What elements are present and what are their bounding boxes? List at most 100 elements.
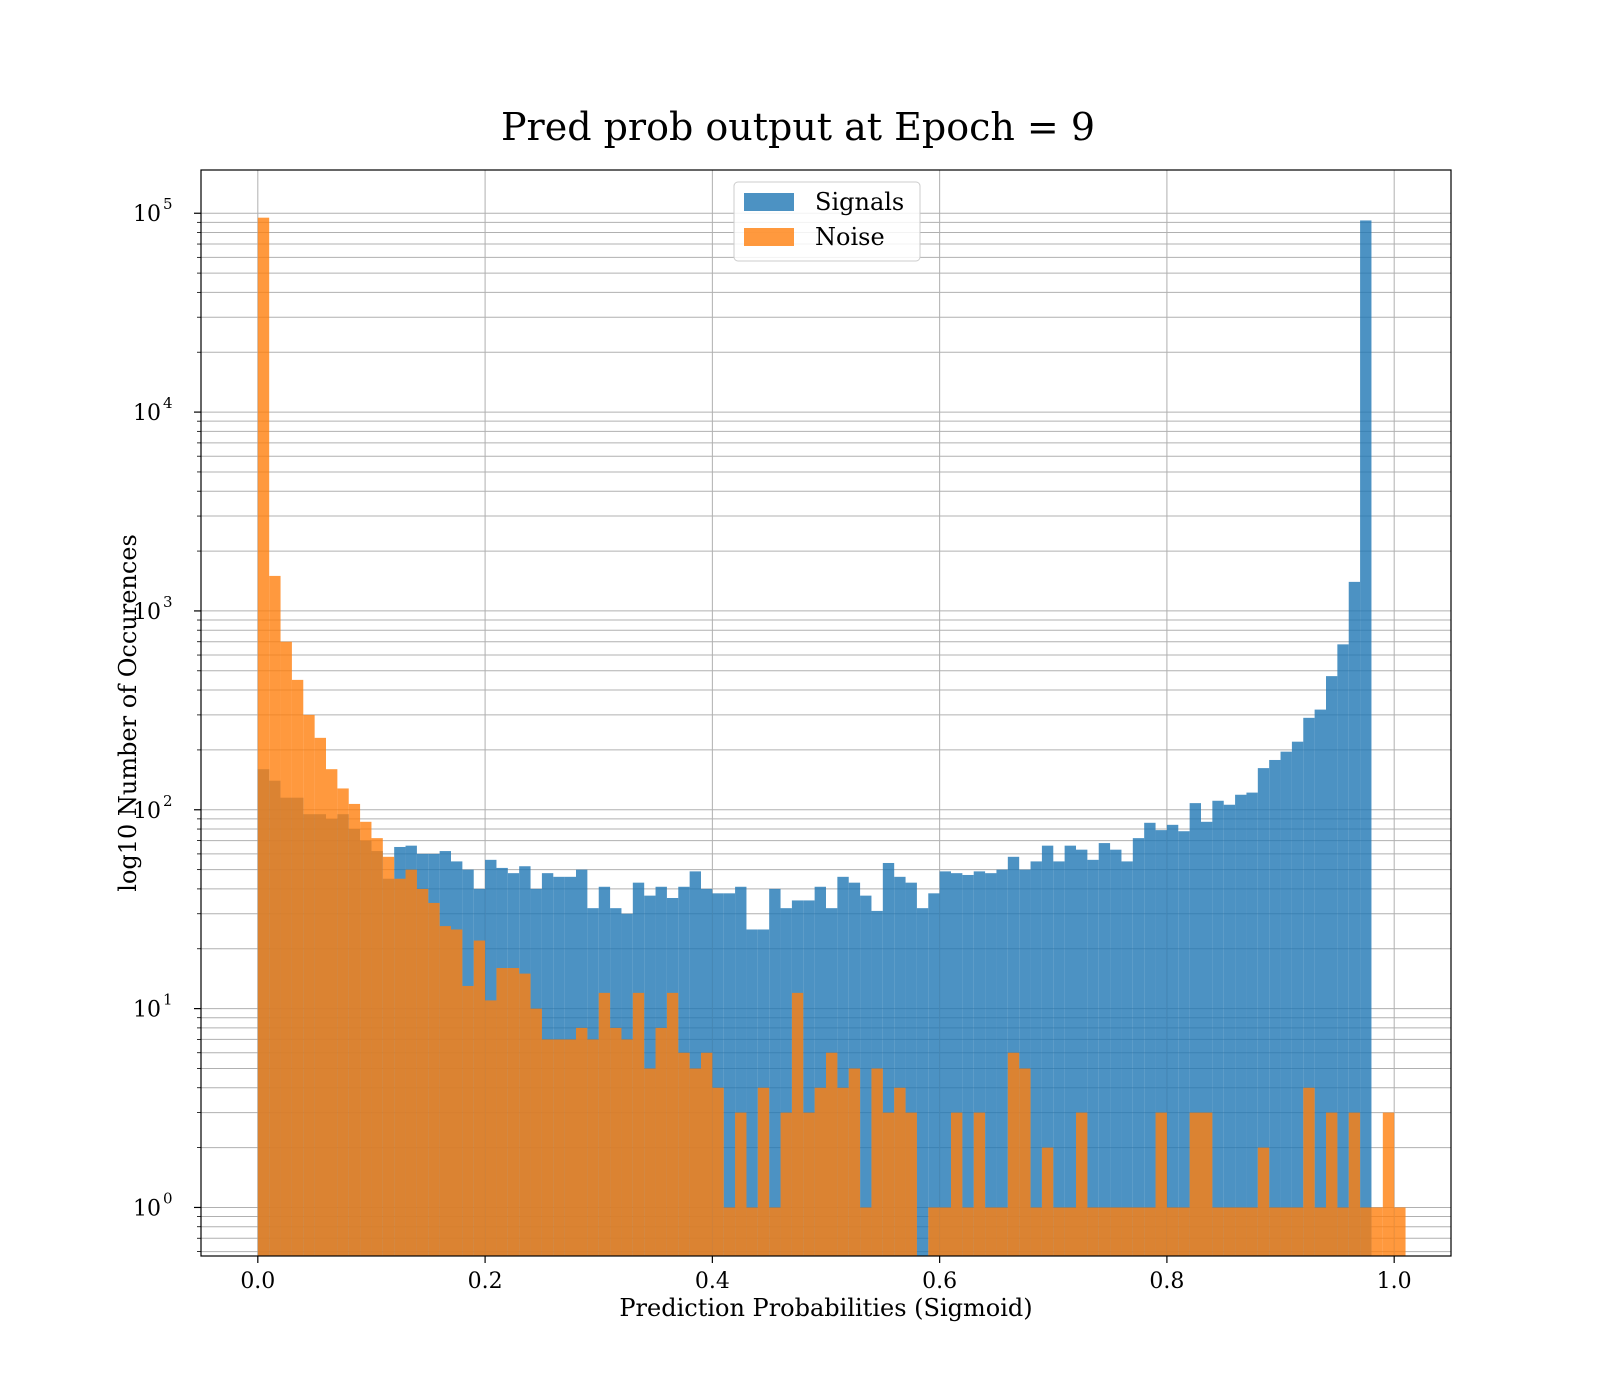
noise-bar (1382, 1112, 1395, 1256)
y-tick-label: 10 (133, 998, 161, 1023)
noise-bar (485, 1000, 497, 1256)
noise-bar (985, 1207, 997, 1256)
noise-bar (1121, 1207, 1133, 1256)
noise-bar (462, 985, 474, 1256)
signals-bar (1235, 794, 1247, 1256)
noise-bar (1041, 1147, 1054, 1256)
signals-bar (882, 862, 895, 1256)
y-tick-label: 10 (133, 600, 161, 625)
y-tick-exponent: 0 (163, 1189, 173, 1207)
noise-bar (803, 1112, 815, 1256)
chart-title: Pred prob output at Epoch = 9 (501, 105, 1095, 149)
signals-bar (1030, 861, 1042, 1256)
noise-bar (769, 1207, 781, 1256)
noise-bar (666, 992, 679, 1256)
signals-bar (1314, 709, 1326, 1256)
signals-bar (1019, 869, 1031, 1256)
noise-bar (951, 1112, 963, 1256)
noise-bar (291, 679, 304, 1256)
noise-bar (1201, 1112, 1213, 1256)
noise-bar (439, 926, 451, 1256)
signals-bar (939, 871, 951, 1256)
signals-bar (985, 873, 997, 1256)
signals-bar (1132, 838, 1145, 1256)
signals-bar (1303, 717, 1315, 1256)
noise-bar (1371, 1207, 1383, 1256)
signals-bar (1348, 581, 1361, 1256)
signals-bar (1064, 845, 1076, 1256)
noise-bar (791, 992, 804, 1256)
signals-bar (769, 888, 781, 1256)
legend-swatch-noise (744, 228, 794, 246)
x-tick-label: 0.8 (1149, 1269, 1184, 1294)
noise-bar (587, 1039, 599, 1256)
noise-bar (1144, 1207, 1156, 1256)
noise-bar (701, 1052, 713, 1256)
noise-bar (655, 1027, 667, 1256)
noise-bar (1246, 1207, 1258, 1256)
noise-bar (405, 869, 417, 1256)
noise-bar (632, 992, 645, 1256)
noise-bar (598, 992, 611, 1256)
noise-bar (382, 856, 395, 1256)
noise-bar (1007, 1052, 1020, 1256)
noise-bar (678, 1052, 690, 1256)
noise-bar (564, 1039, 576, 1256)
noise-bar (1189, 1112, 1201, 1256)
noise-bar (530, 1008, 542, 1256)
signals-bar (814, 886, 826, 1256)
noise-bar (1076, 1112, 1088, 1256)
noise-bar (348, 803, 361, 1256)
signals-bar (1155, 830, 1167, 1256)
signals-bar (1087, 859, 1099, 1256)
noise-bar (928, 1207, 940, 1256)
noise-bar (326, 769, 338, 1256)
signals-bar (712, 893, 724, 1256)
noise-bar (371, 838, 383, 1256)
signals-bar (1166, 824, 1179, 1256)
signals-bar (973, 871, 986, 1256)
noise-bar (610, 1027, 622, 1256)
signals-bar (1291, 741, 1304, 1256)
noise-bar (1394, 1207, 1406, 1256)
noise-bar (1326, 1112, 1338, 1256)
signals-bar (723, 893, 736, 1256)
y-tick-label: 10 (133, 401, 161, 426)
legend: Signals Noise (733, 181, 921, 262)
signals-bar (1144, 822, 1156, 1256)
x-tick-label: 0.6 (922, 1269, 957, 1294)
noise-bar (1098, 1207, 1111, 1256)
x-tick-label: 0.2 (468, 1269, 503, 1294)
noise-bar (871, 1068, 883, 1256)
noise-bar (1019, 1068, 1031, 1256)
noise-bar (848, 1068, 861, 1256)
noise-bar (1348, 1112, 1361, 1256)
noise-bar (644, 1068, 656, 1256)
noise-bar (1269, 1207, 1281, 1256)
noise-bar (428, 902, 440, 1256)
signals-bar (905, 882, 917, 1256)
noise-bar (905, 1112, 917, 1256)
y-tick-label: 10 (133, 799, 161, 824)
noise-bar (1064, 1207, 1076, 1256)
x-tick-label: 0.0 (240, 1269, 275, 1294)
signals-bar (1280, 751, 1292, 1256)
noise-bar (894, 1087, 906, 1256)
noise-bar (1132, 1207, 1145, 1256)
noise-bar (1223, 1207, 1236, 1256)
signals-bar (1098, 843, 1111, 1256)
noise-bar (962, 1207, 974, 1256)
y-tick-exponent: 4 (163, 394, 173, 412)
signals-bar (780, 908, 792, 1256)
signals-bar (1212, 800, 1224, 1256)
signals-bar (1110, 849, 1122, 1256)
signals-bar (1178, 831, 1190, 1256)
y-tick-label: 10 (133, 1196, 161, 1221)
signals-bar (962, 874, 974, 1256)
signals-bar (1337, 644, 1349, 1256)
noise-bar (746, 1207, 758, 1256)
x-axis: 0.0 0.2 0.4 0.6 0.8 1.0 (240, 1256, 1412, 1294)
noise-bar (257, 217, 270, 1256)
